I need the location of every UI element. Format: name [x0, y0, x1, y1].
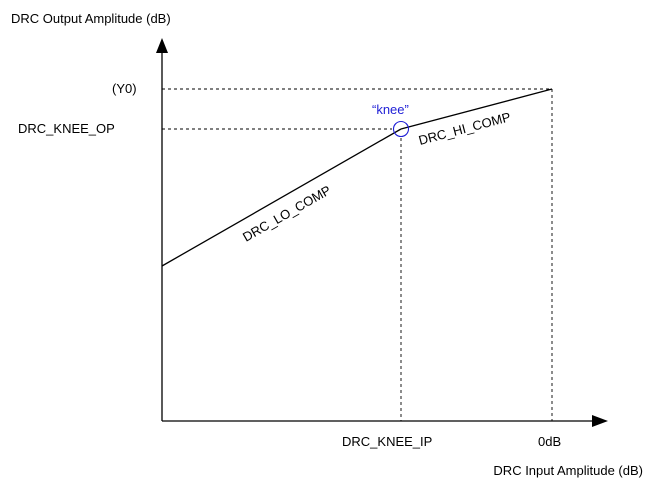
knee-label: “knee” — [372, 102, 409, 117]
y-axis-title: DRC Output Amplitude (dB) — [11, 11, 171, 26]
lo-comp-segment — [161, 128, 402, 267]
knee-op-label: DRC_KNEE_OP — [18, 121, 115, 136]
x-axis-title: DRC Input Amplitude (dB) — [493, 463, 643, 478]
zero-db-label: 0dB — [538, 434, 561, 449]
y-axis-arrowhead — [156, 38, 168, 53]
x-axis-arrowhead — [592, 415, 608, 427]
knee-ip-label: DRC_KNEE_IP — [342, 434, 432, 449]
knee-marker — [392, 120, 410, 138]
hi-comp-label: DRC_HI_COMP — [417, 109, 512, 148]
y0-label: (Y0) — [112, 81, 137, 96]
hi-comp-segment — [400, 88, 553, 130]
